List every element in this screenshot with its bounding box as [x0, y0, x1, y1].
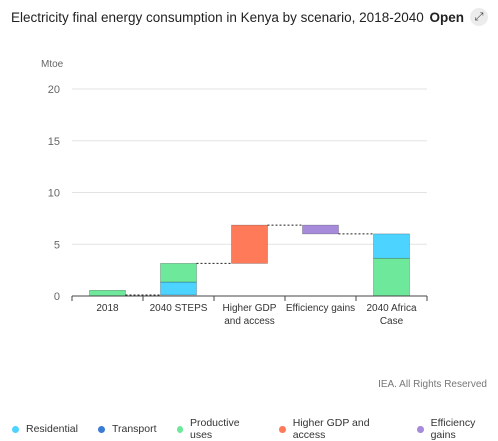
y-tick-label: 20 [48, 84, 60, 96]
x-category-label: Efficiency gains [286, 303, 355, 314]
legend-item[interactable]: Efficiency gains [417, 417, 498, 441]
legend-swatch [279, 425, 286, 433]
chart-title: Electricity final energy consumption in … [11, 10, 424, 25]
legend-item[interactable]: Transport [97, 423, 157, 435]
legend-swatch [12, 425, 19, 433]
bar-segment [160, 263, 197, 283]
legend-item[interactable]: Higher GDP and access [279, 417, 397, 441]
y-tick-label: 0 [54, 291, 60, 303]
bar-segment [89, 290, 126, 297]
x-category-label: Case [380, 316, 404, 327]
y-tick-label: 15 [48, 136, 60, 148]
x-category-label: and access [224, 316, 275, 327]
legend-label: Higher GDP and access [292, 417, 370, 441]
y-unit-label: Mtoe [41, 59, 64, 70]
source-note: IEA. All Rights Reserved [378, 379, 487, 390]
legend-swatch [97, 425, 105, 433]
legend-label: Efficiency gains [430, 417, 476, 441]
chart-area: Mtoe 0 5 10 15 20 2018 2040 STEPS Higher GDP and … [41, 59, 428, 327]
legend-label: Residential [26, 423, 78, 435]
legend: Residential Transport Productive uses Highe… [12, 417, 498, 441]
x-category-label: 2040 STEPS [150, 303, 208, 314]
legend-label: Productive uses [189, 417, 240, 441]
legend-label: Transport [111, 423, 157, 435]
expand-arrow-icon[interactable]: ⤢ [470, 8, 488, 26]
bar-segment [160, 281, 197, 296]
legend-item[interactable]: Residential [12, 423, 78, 435]
legend-swatch [417, 425, 424, 433]
bar-segment [302, 224, 339, 235]
legend-item[interactable]: Productive uses [176, 417, 260, 441]
legend-swatch [176, 425, 183, 433]
y-tick-label: 5 [54, 239, 60, 251]
x-category-label: 2018 [96, 303, 119, 314]
x-category-label: 2040 Africa [366, 303, 416, 314]
bar-segment [231, 224, 268, 264]
y-tick-label: 10 [48, 188, 60, 200]
x-category-label: Higher GDP [223, 303, 277, 314]
open-button[interactable]: Open ⤢ [429, 8, 488, 26]
open-label: Open [429, 9, 464, 25]
bar-segment [373, 233, 410, 259]
bar-segment [373, 257, 410, 297]
